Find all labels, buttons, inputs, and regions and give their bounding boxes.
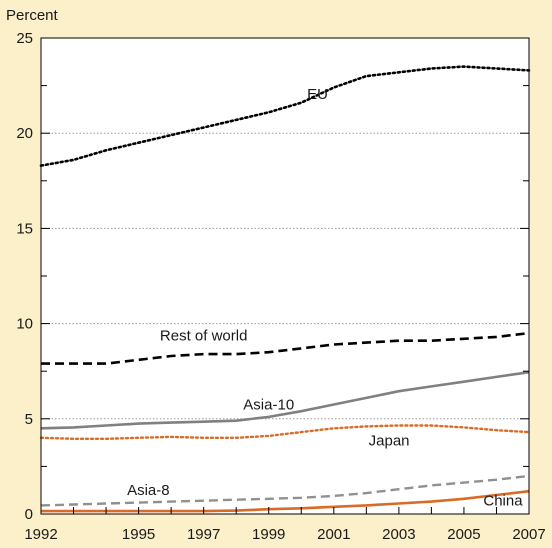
y-tick-label: 0 bbox=[25, 506, 33, 523]
y-tick-label: 25 bbox=[16, 30, 33, 47]
gridlines bbox=[41, 132, 529, 420]
x-tick-label: 2007 bbox=[512, 526, 545, 543]
series-label: Asia-8 bbox=[127, 482, 170, 499]
series-label: Japan bbox=[369, 432, 410, 449]
y-tick-label: 20 bbox=[16, 125, 33, 142]
x-tick-label: 1992 bbox=[24, 526, 57, 543]
y-axis-label: Percent bbox=[6, 7, 59, 24]
series-label: EU bbox=[307, 86, 328, 103]
y-tick-label: 15 bbox=[16, 220, 33, 237]
series-line-asia-10 bbox=[40, 370, 530, 430]
series-line-asia-8 bbox=[40, 474, 530, 507]
x-tick-label: 2003 bbox=[382, 526, 415, 543]
x-tick-label: 2001 bbox=[317, 526, 350, 543]
series-labels: EU Rest of world Asia-10 Japan Asia-8 China bbox=[127, 86, 523, 510]
plot-area bbox=[41, 38, 529, 514]
series-line-eu bbox=[39, 65, 531, 167]
axis-ticks bbox=[40, 37, 530, 515]
series-line-china bbox=[41, 489, 530, 513]
series-label: China bbox=[483, 492, 523, 509]
tick-labels: 0 5 10 15 20 25 1992 1995 1997 1999 2001 2003 2005 20… bbox=[16, 30, 545, 543]
y-tick-label: 5 bbox=[25, 411, 33, 428]
y-tick-label: 10 bbox=[16, 316, 33, 333]
series-line-japan bbox=[39, 424, 531, 440]
series-label: Asia-10 bbox=[243, 396, 294, 413]
series-label: Rest of world bbox=[160, 328, 248, 345]
series-line-rest-of-world bbox=[41, 331, 530, 365]
x-tick-label: 2005 bbox=[447, 526, 480, 543]
x-tick-label: 1999 bbox=[252, 526, 285, 543]
x-tick-label: 1995 bbox=[122, 526, 155, 543]
x-tick-label: 1997 bbox=[187, 526, 220, 543]
series-lines bbox=[39, 65, 531, 513]
